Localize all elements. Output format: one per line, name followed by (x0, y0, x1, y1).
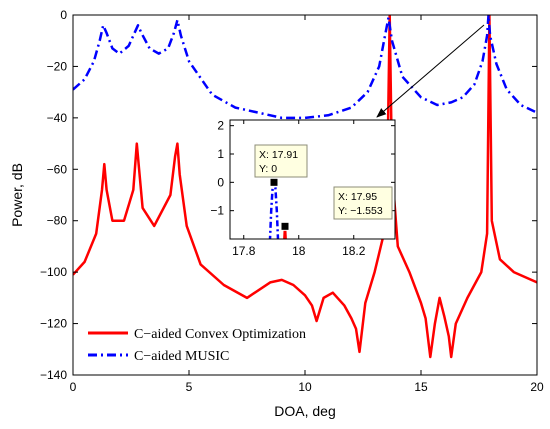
y-tick-label: −40 (47, 111, 68, 125)
y-axis: 0−20−40−60−80−100−120−140 (40, 8, 537, 382)
inset-datatips: X: 17.91 Y: 0 X: 17.95 Y: −1.553 (254, 144, 393, 231)
y-tick-label: −100 (40, 265, 67, 279)
y-tick-label: −140 (40, 368, 67, 382)
datatip-box (254, 144, 308, 178)
x-axis-label: DOA, deg (274, 403, 335, 419)
x-axis: 0 5 10 15 20 (70, 15, 544, 394)
inset-x-axis: 17.8 18 18.2 (232, 120, 366, 258)
inset-chart: 17.8 18 18.2 2 1 0 −1 X: 17.91 Y: 0 X: 17.95 Y: … (210, 119, 396, 258)
inset-y-axis: 2 1 0 −1 (210, 119, 395, 218)
y-axis-label: Power, dB (9, 163, 25, 227)
inset-frame (229, 119, 396, 240)
x-tick-label: 20 (530, 380, 544, 394)
main-series-group (73, 15, 537, 359)
inset-x-tick-label: 18 (292, 244, 306, 258)
datatip-marker (269, 177, 279, 187)
inset-x-tick-label: 17.8 (232, 244, 256, 258)
x-tick-label: 5 (186, 380, 193, 394)
x-tick-label: 10 (298, 380, 312, 394)
datatip-y-text: Y: −1.553 (338, 205, 383, 217)
inset-y-tick-label: 1 (217, 147, 224, 161)
y-tick-label: 0 (60, 8, 67, 22)
datatip-x-text: X: 17.91 (259, 149, 298, 161)
x-tick-label: 15 (414, 380, 428, 394)
series-line-music (73, 15, 537, 120)
y-tick-label: −120 (40, 317, 67, 331)
inset-arrow (376, 24, 485, 118)
datatip-x-text: X: 17.95 (338, 191, 377, 203)
inset-plot-area (230, 120, 395, 239)
inset-y-tick-label: −1 (210, 204, 224, 218)
y-tick-label: −20 (47, 59, 68, 73)
inset-y-tick-label: 0 (217, 175, 224, 189)
series-line-convex (73, 15, 537, 359)
inset-x-tick-label: 18.2 (342, 244, 366, 258)
y-tick-label: −60 (47, 162, 68, 176)
datatip-marker (280, 221, 290, 231)
x-tick-label: 0 (70, 380, 77, 394)
legend: C−aided Convex Optimization C−aided MUSI… (88, 327, 306, 364)
inset-y-tick-label: 2 (217, 119, 224, 133)
legend-label-music: C−aided MUSIC (134, 349, 229, 364)
legend-label-convex: C−aided Convex Optimization (134, 327, 306, 342)
y-tick-label: −80 (47, 214, 68, 228)
datatip-y-text: Y: 0 (259, 163, 277, 175)
datatip-box (333, 186, 393, 220)
